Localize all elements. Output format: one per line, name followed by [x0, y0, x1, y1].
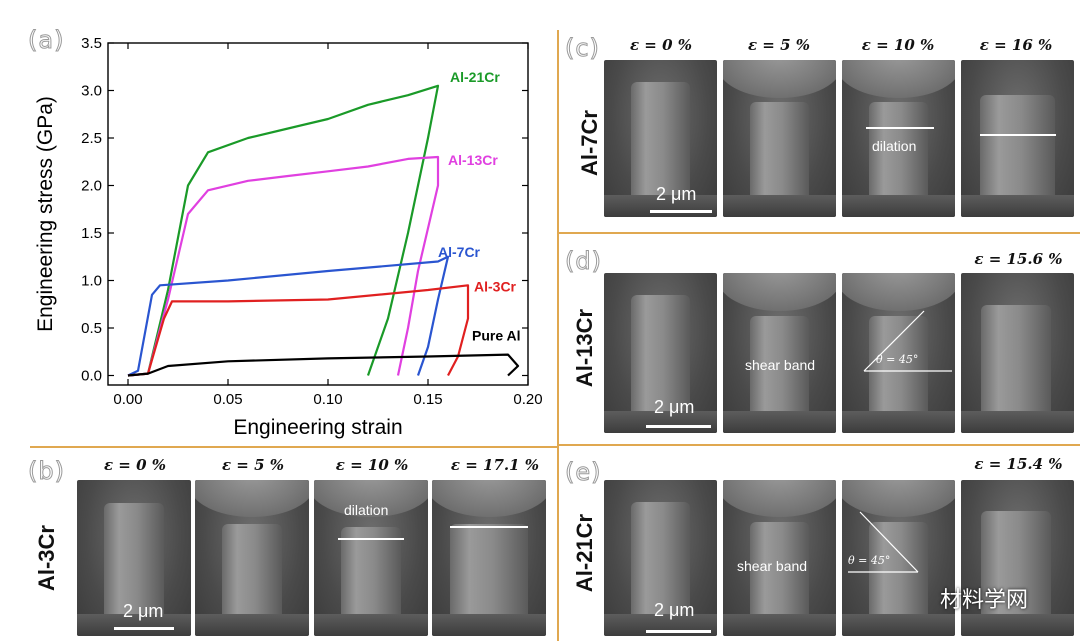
scale-bar-c [650, 210, 712, 213]
y-axis-label: Engineering stress (GPa) [34, 96, 57, 332]
x-tick-label: 0.15 [413, 391, 442, 408]
angle-lines-e [848, 511, 919, 573]
dilation-arrow-b [338, 538, 404, 540]
series-label-al-7cr: Al-7Cr [438, 244, 481, 260]
strain-label-c-0: ε = 0 % [629, 36, 693, 54]
sem-image-e-3 [961, 480, 1074, 636]
divider-right-horizontal-1 [559, 232, 1080, 234]
scale-text-d: 2 μm [654, 397, 695, 417]
scale-text-b: 2 μm [123, 601, 164, 621]
x-tick-label: 0.10 [313, 391, 342, 408]
panel-label-b: (b) [28, 457, 65, 486]
strain-label-c-1: ε = 5 % [747, 36, 811, 54]
strain-label-d: ε = 15.6 % [974, 250, 1063, 268]
alloy-label-al13cr: Al-13Cr [572, 308, 597, 388]
series-line-pure-al [127, 353, 520, 377]
panel-label-e: (e) [565, 458, 602, 487]
sem-image-d-0: 2 μm [604, 273, 717, 433]
panel-label-c: (c) [565, 34, 600, 63]
x-tick-label: 0.05 [213, 391, 242, 408]
panel-label-d: (d) [565, 247, 602, 276]
strain-label-b-1: ε = 5 % [221, 456, 285, 474]
sem-image-b-1 [195, 480, 309, 636]
scale-text-e: 2 μm [654, 600, 695, 620]
scale-bar-d [646, 425, 711, 428]
plot-frame [107, 42, 529, 386]
x-axis-label: Engineering strain [233, 416, 402, 439]
shear-band-label-d: shear band [745, 357, 816, 373]
y-tick-label: 2.5 [81, 130, 102, 147]
sem-image-b-2: dilation [314, 480, 428, 636]
dilation-label-b: dilation [344, 502, 389, 518]
series-label-pure-al: Pure Al [472, 328, 521, 344]
sem-image-e-2: θ = 45° [842, 480, 955, 636]
stress-strain-chart: 0.00 0.05 0.10 0.15 0.20 0.0 0.5 1.0 1.5 2.0 2.5 3.… [34, 35, 543, 439]
dilation-arrow-c-final [980, 134, 1056, 136]
dilation-arrow-c [866, 127, 934, 129]
sem-image-e-1: shear band [723, 480, 836, 636]
series-label-al-3cr: Al-3Cr [474, 278, 517, 294]
y-tick-label: 1.0 [81, 273, 102, 290]
sem-image-d-3 [961, 273, 1074, 433]
series-line-al-3cr [127, 284, 470, 377]
series-label-al-13cr: Al-13Cr [448, 152, 498, 168]
strain-label-b-3: ε = 17.1 % [450, 456, 540, 474]
y-tick-label: 3.0 [81, 83, 102, 100]
alloy-label-al7cr: Al-7Cr [577, 110, 602, 177]
sem-image-c-1 [723, 60, 836, 217]
sem-image-c-0: 2 μm [604, 60, 717, 217]
divider-left-horizontal [30, 446, 557, 448]
y-tick-label: 1.5 [81, 225, 102, 242]
series-label-al-21cr: Al-21Cr [450, 69, 500, 85]
shear-band-label-e: shear band [737, 558, 808, 574]
strain-label-e: ε = 15.4 % [974, 455, 1063, 473]
panel-label-a: (a) [27, 26, 65, 55]
alloy-label-al21cr: Al-21Cr [572, 513, 597, 593]
series-line-al-13cr [127, 155, 440, 377]
series-line-al-7cr [127, 255, 450, 377]
sem-image-e-0: 2 μm [604, 480, 717, 636]
strain-label-b-0: ε = 0 % [103, 456, 167, 474]
sem-image-b-0: 2 μm [77, 480, 191, 636]
angle-label-e: θ = 45° [848, 554, 891, 567]
dilation-label-c: dilation [872, 138, 917, 154]
scale-text-c: 2 μm [656, 184, 697, 204]
x-tick-label: 0.20 [513, 391, 542, 408]
scale-bar-e [646, 630, 711, 633]
y-tick-label: 3.5 [81, 35, 102, 52]
y-tick-label: 0.0 [81, 368, 102, 385]
strain-label-b-2: ε = 10 % [335, 456, 409, 474]
sem-image-c-3 [961, 60, 1074, 217]
angle-label-d: θ = 45° [876, 353, 919, 366]
sem-image-c-2: dilation [842, 60, 955, 217]
sem-image-d-1: shear band [723, 273, 836, 433]
sem-image-b-3 [432, 480, 546, 636]
alloy-label-al3cr: Al-3Cr [34, 525, 59, 592]
divider-vertical [557, 30, 559, 641]
angle-lines-d [863, 310, 952, 372]
sem-image-d-2: θ = 45° [842, 273, 955, 433]
divider-right-horizontal-2 [559, 444, 1080, 446]
y-tick-label: 2.0 [81, 178, 102, 195]
y-tick-label: 0.5 [81, 320, 102, 337]
watermark-text: 材料学网 [940, 588, 1029, 613]
x-tick-label: 0.00 [113, 391, 142, 408]
strain-label-c-2: ε = 10 % [861, 36, 935, 54]
strain-label-c-3: ε = 16 % [979, 36, 1053, 54]
series-line-al-21cr [127, 84, 440, 377]
scale-bar-b [114, 627, 174, 630]
dilation-arrow-b-final [450, 526, 528, 528]
